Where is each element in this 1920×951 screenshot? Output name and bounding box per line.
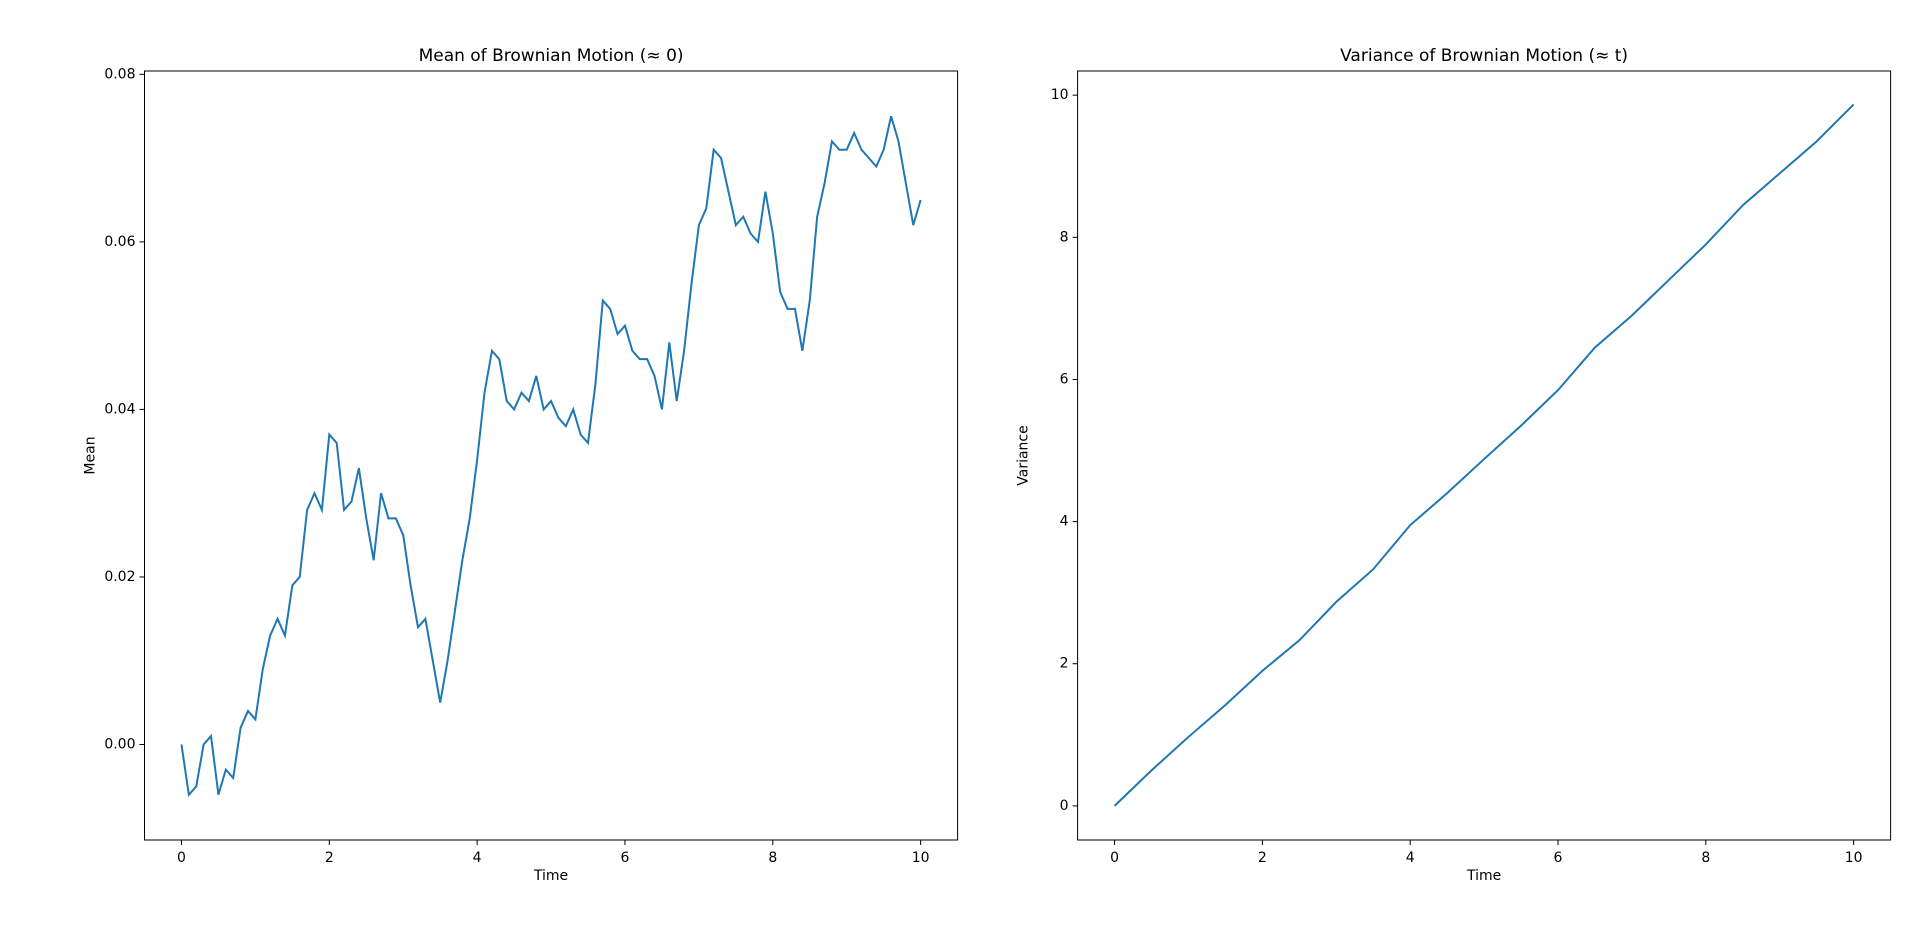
x-tick-label: 2: [325, 850, 334, 866]
data-line: [1113, 103, 1855, 807]
x-tick-label: 6: [621, 850, 630, 866]
y-tick-label: 0.06: [104, 234, 135, 250]
data-line: [180, 115, 922, 798]
x-tick-label: 8: [1701, 850, 1710, 866]
chart-title: Mean of Brownian Motion (≈ 0): [419, 46, 684, 66]
y-tick-label: 0.08: [104, 66, 135, 82]
x-tick-label: 10: [912, 850, 930, 866]
x-tick-label: 6: [1554, 850, 1563, 866]
y-tick-label: 8: [1060, 229, 1069, 245]
x-axis-label: Time: [533, 868, 568, 884]
y-tick-label: 0.02: [104, 569, 135, 585]
x-tick-label: 8: [768, 850, 777, 866]
y-tick-label: 10: [1051, 87, 1069, 103]
x-tick-label: 4: [1406, 850, 1415, 866]
y-tick-label: 0.04: [104, 401, 135, 417]
y-tick-label: 6: [1060, 371, 1069, 387]
chart-title: Variance of Brownian Motion (≈ t): [1340, 46, 1628, 66]
x-tick-label: 2: [1258, 850, 1267, 866]
x-tick-label: 4: [473, 850, 482, 866]
y-tick-label: 0: [1060, 798, 1069, 814]
y-axis-label: Variance: [1016, 425, 1032, 485]
x-tick-label: 0: [1110, 850, 1119, 866]
axes-frame: [144, 70, 959, 841]
y-tick-label: 0.00: [104, 737, 135, 753]
x-axis-label: Time: [1466, 868, 1501, 884]
y-tick-label: 2: [1060, 656, 1069, 672]
axes-frame: [1077, 70, 1892, 841]
y-tick-label: 4: [1060, 514, 1069, 530]
x-tick-label: 0: [177, 850, 186, 866]
x-tick-label: 10: [1845, 850, 1863, 866]
y-axis-label: Mean: [83, 436, 99, 474]
